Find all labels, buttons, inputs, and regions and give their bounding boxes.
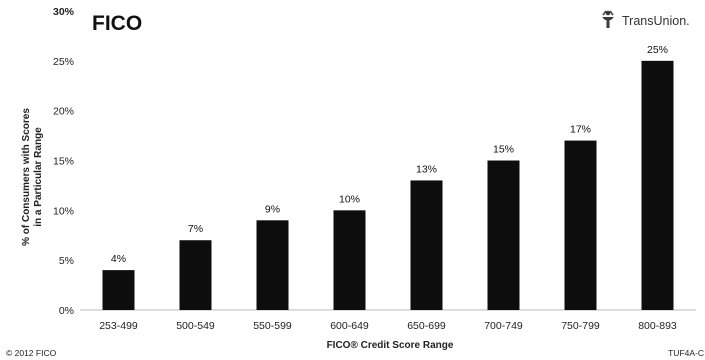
- bar: [564, 140, 597, 310]
- y-axis-title: % of Consumers with Scores in a Particul…: [21, 108, 44, 246]
- x-tick-label: 500-549: [176, 320, 215, 332]
- y-axis-title-line-1: % of Consumers with Scores: [21, 108, 32, 246]
- data-labels: 4% 7% 9% 10% 13% 15% 17% 25%: [111, 44, 668, 265]
- y-tick-labels: 0% 5% 10% 15% 20% 25% 30%: [53, 6, 75, 317]
- y-axis-title-line-2: in a Particular Range: [33, 127, 44, 227]
- data-label: 10%: [339, 193, 360, 205]
- x-tick-label: 550-599: [253, 320, 292, 332]
- transunion-icon: [602, 10, 614, 28]
- x-tick-label: 650-699: [407, 320, 446, 332]
- bar: [487, 160, 520, 310]
- data-label: 4%: [111, 253, 126, 265]
- data-label: 13%: [416, 163, 437, 175]
- x-tick-label: 253-499: [99, 320, 138, 332]
- x-tick-label: 750-799: [561, 320, 600, 332]
- y-tick-label: 20%: [53, 106, 74, 118]
- data-label: 25%: [647, 44, 668, 56]
- x-tick-labels: 253-499 500-549 550-599 600-649 650-699 700-7…: [99, 320, 677, 332]
- fico-logo: FICO: [92, 12, 142, 35]
- bar: [333, 210, 366, 310]
- transunion-logo: TransUnion.: [602, 10, 690, 28]
- y-tick-label: 25%: [53, 56, 74, 68]
- transunion-wordmark: TransUnion.: [622, 14, 690, 28]
- x-axis-title: FICO® Credit Score Range: [327, 340, 454, 351]
- y-tick-label: 10%: [53, 205, 74, 217]
- x-tick-label: 800-893: [638, 320, 677, 332]
- x-tick-label: 600-649: [330, 320, 369, 332]
- data-label: 7%: [188, 223, 203, 235]
- data-label: 15%: [493, 144, 514, 156]
- bar: [410, 180, 443, 310]
- copyright-text: © 2012 FICO: [6, 348, 57, 358]
- y-tick-label: 30%: [53, 6, 75, 18]
- data-label: 17%: [570, 124, 591, 136]
- footer-code: TUF4A-C: [668, 348, 704, 358]
- bar: [256, 220, 289, 310]
- y-tick-label: 0%: [59, 305, 74, 317]
- y-tick-label: 5%: [59, 255, 74, 267]
- x-tick-label: 700-749: [484, 320, 523, 332]
- bar: [102, 270, 135, 310]
- y-tick-label: 15%: [53, 156, 74, 168]
- bar: [179, 240, 212, 310]
- data-label: 9%: [265, 203, 280, 215]
- bar: [641, 60, 674, 311]
- bars: [102, 60, 674, 311]
